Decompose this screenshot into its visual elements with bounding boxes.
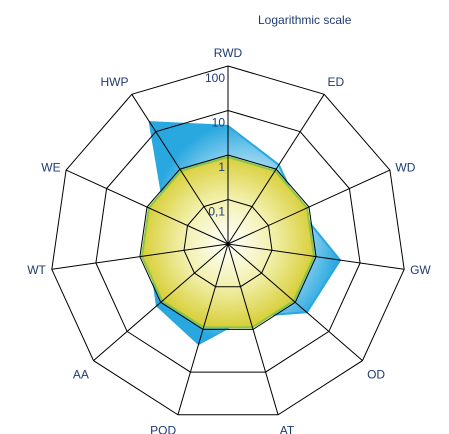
grid-ring-1 <box>183 198 273 288</box>
grid-spoke-aa <box>93 243 229 361</box>
category-label-pod: POD <box>150 424 176 434</box>
grid-ring-4 <box>51 65 405 416</box>
grid-spoke-wt <box>51 243 229 270</box>
tick-label: 1 <box>218 160 225 174</box>
category-label-at: AT <box>280 424 295 434</box>
category-label-hwp: HWP <box>101 75 129 89</box>
grid-ring-2 <box>139 154 317 330</box>
tick-labels: 0,1 1 10 100 <box>205 71 225 219</box>
grid-spoke-ed <box>227 94 325 245</box>
grid-spoke-od <box>227 243 363 361</box>
tick-label: 100 <box>205 71 225 85</box>
radar-grid <box>51 65 405 416</box>
category-label-gw: GW <box>410 263 431 277</box>
grid-spoke-gw <box>227 243 405 270</box>
grid-spoke-pod <box>177 243 229 415</box>
scale-annotation: Logarithmic scale <box>258 13 352 27</box>
category-label-we: WE <box>41 161 60 175</box>
grid-spoke-we <box>65 169 229 245</box>
grid-ring-3 <box>95 109 361 373</box>
grid-spoke-wd <box>227 169 391 245</box>
category-label-wd: WD <box>395 161 415 175</box>
grid-spoke-at <box>227 243 279 415</box>
category-labels: RWD ED WD GW OD AT POD AA WT WE HWP <box>27 46 431 434</box>
category-label-aa: AA <box>73 368 89 382</box>
category-label-ed: ED <box>328 75 345 89</box>
category-label-wt: WT <box>27 263 46 277</box>
category-label-rwd: RWD <box>214 46 243 60</box>
category-label-od: OD <box>367 368 385 382</box>
grid-spoke-hwp <box>131 94 229 245</box>
tick-label: 10 <box>212 116 226 130</box>
tick-label: 0,1 <box>208 205 225 219</box>
